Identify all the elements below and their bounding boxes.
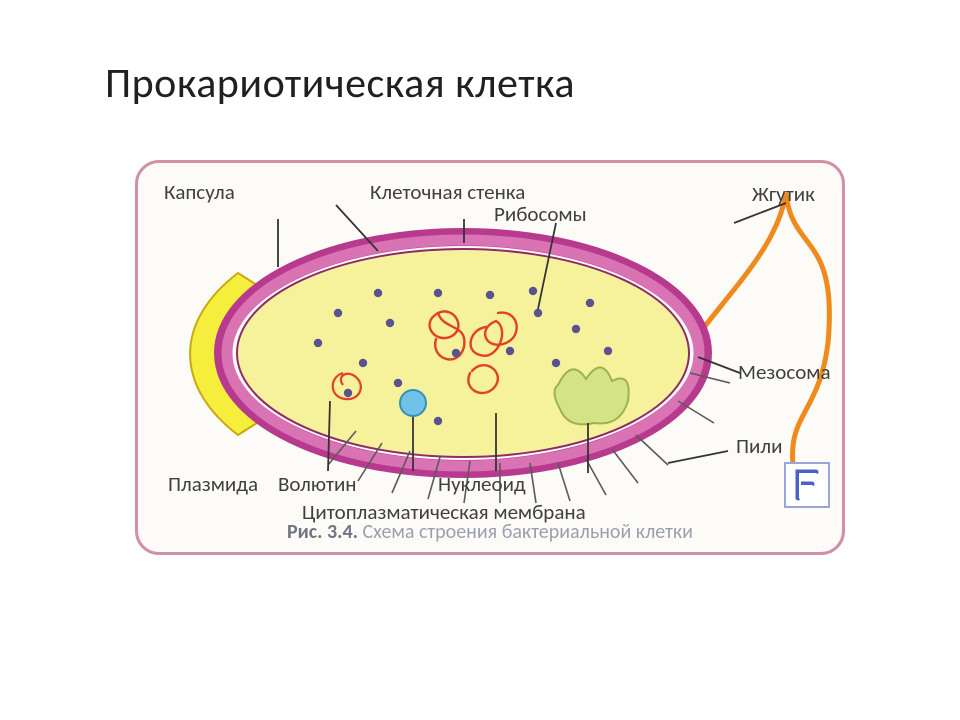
- caption-text: Схема строения бактериальной клетки: [363, 520, 693, 544]
- figure-caption: Рис. 3.4. Схема строения бактериальной к…: [138, 520, 842, 544]
- label-volutin: Волютин: [278, 473, 357, 495]
- label-pili: Пили: [736, 435, 782, 457]
- slide: Прокариотическая клетка Капсула Клеточна…: [0, 0, 960, 720]
- label-plasmid: Плазмида: [168, 473, 258, 495]
- label-mesosome: Мезосома: [738, 361, 831, 383]
- label-capsule: Капсула: [164, 181, 235, 203]
- label-flagellum: Жгутик: [752, 183, 815, 205]
- caption-prefix: Рис. 3.4.: [287, 520, 358, 544]
- figure-box: Капсула Клеточная стенка Рибосомы Жгутик…: [135, 160, 845, 555]
- logo-icon: [784, 462, 830, 508]
- label-ribosomes: Рибосомы: [494, 203, 587, 225]
- page-title: Прокариотическая клетка: [105, 58, 575, 109]
- label-cell-wall: Клеточная стенка: [370, 181, 525, 203]
- label-nucleoid: Нуклеоид: [438, 473, 526, 495]
